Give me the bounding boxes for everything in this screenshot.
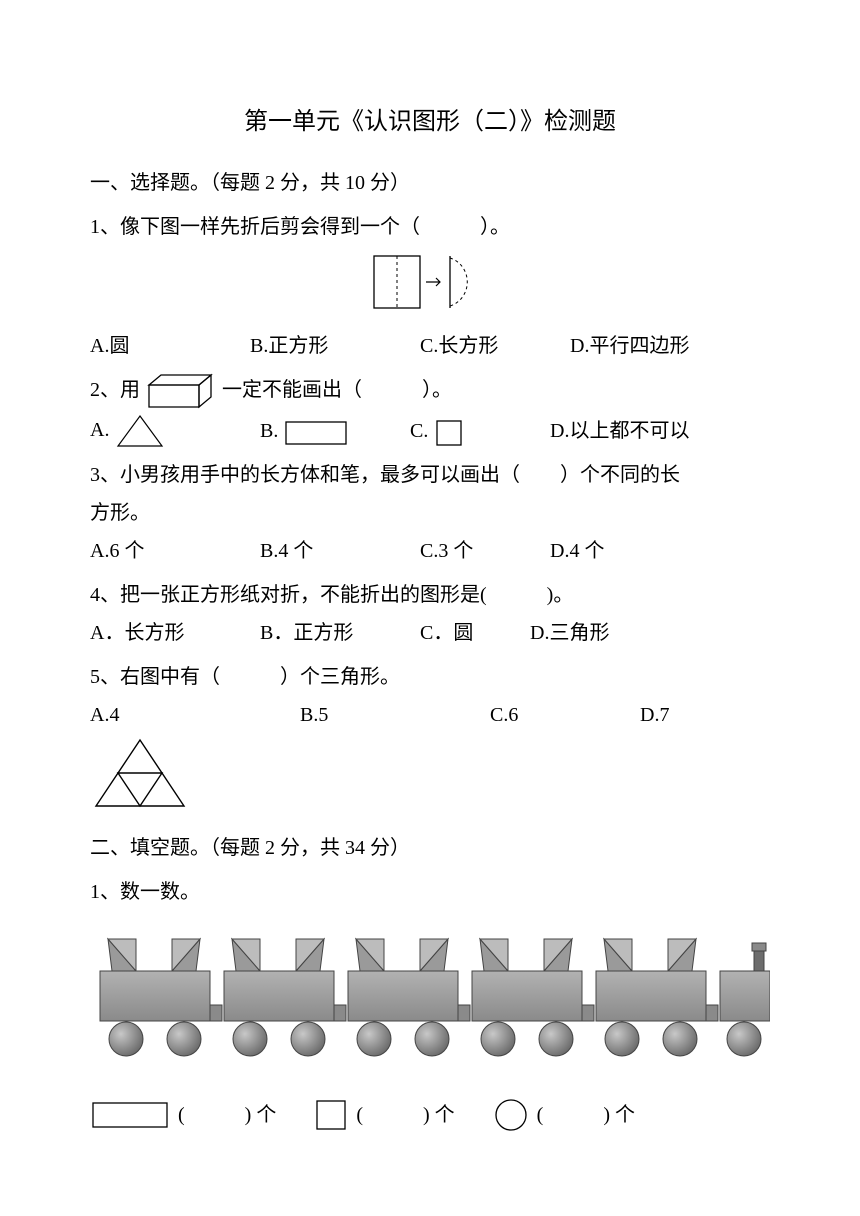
count-circle-label: ( ) 个 (537, 1096, 635, 1134)
q4-options: A．长方形 B．正方形 C．圆 D.三角形 (90, 614, 770, 652)
q3-options: A.6 个 B.4 个 C.3 个 D.4 个 (90, 532, 770, 570)
q3-line1: 3、小男孩用手中的长方体和笔，最多可以画出（ ）个不同的长 (90, 456, 770, 494)
page-title: 第一单元《认识图形（二）》检测题 (90, 100, 770, 146)
q1-optD: D.平行四边形 (570, 327, 689, 365)
q5-figure (90, 734, 770, 825)
q1-options: A.圆 B.正方形 C.长方形 D.平行四边形 (90, 327, 770, 365)
q3-line2: 方形。 (90, 494, 770, 532)
q5-text: 5、右图中有（ ）个三角形。 (90, 658, 770, 696)
q2-optB-label: B. (260, 420, 278, 442)
count-row: ( ) 个 ( ) 个 ( ) 个 (90, 1096, 770, 1134)
q2-optC: C. (410, 412, 550, 450)
q2-optA-label: A. (90, 419, 109, 441)
count-square-label: ( ) 个 (356, 1096, 454, 1134)
q2-optD: D.以上都不可以 (550, 412, 689, 450)
q1-figure (90, 252, 770, 325)
count-rectangle-icon (90, 1098, 170, 1132)
q2-options: A. B. C. D.以上都不可以 (90, 411, 770, 450)
q2-prefix: 2、用 (90, 379, 145, 401)
q5-optA: A.4 (90, 696, 300, 734)
q5-optD: D.7 (640, 696, 669, 734)
square-icon (433, 418, 467, 448)
q4-text: 4、把一张正方形纸对折，不能折出的图形是( )。 (90, 576, 770, 614)
rectangle-icon (283, 418, 349, 448)
q4-optC: C．圆 (420, 614, 530, 652)
q2-optB: B. (260, 412, 410, 450)
q5-options: A.4 B.5 C.6 D.7 (90, 696, 770, 734)
cuboid-icon (145, 371, 217, 411)
q3-optD: D.4 个 (550, 532, 604, 570)
q2-optA: A. (90, 411, 260, 450)
q3-optA: A.6 个 (90, 532, 260, 570)
section1-heading: 一、选择题。（每题 2 分，共 10 分） (90, 164, 770, 202)
q3-optB: B.4 个 (260, 532, 420, 570)
count-square-icon (314, 1098, 348, 1132)
q4-optD: D.三角形 (530, 614, 609, 652)
q1-optC: C.长方形 (420, 327, 570, 365)
q2-optC-label: C. (410, 420, 428, 442)
count-circle-icon (493, 1097, 529, 1133)
q5-optC: C.6 (490, 696, 640, 734)
q1-optB: B.正方形 (250, 327, 420, 365)
q4-optA: A．长方形 (90, 614, 260, 652)
q1-text: 1、像下图一样先折后剪会得到一个（ ）。 (90, 208, 770, 246)
q2-suffix: 一定不能画出（ ）。 (222, 379, 452, 401)
q2-line: 2、用 一定不能画出（ ）。 (90, 371, 770, 411)
train-figure (90, 919, 770, 1082)
section2-heading: 二、填空题。（每题 2 分，共 34 分） (90, 829, 770, 867)
q4-optB: B．正方形 (260, 614, 420, 652)
s2-q1-text: 1、数一数。 (90, 873, 770, 911)
q1-optA: A.圆 (90, 327, 250, 365)
count-rect-label: ( ) 个 (178, 1096, 276, 1134)
triangle-icon (114, 412, 166, 450)
q5-optB: B.5 (300, 696, 490, 734)
q3-optC: C.3 个 (420, 532, 550, 570)
